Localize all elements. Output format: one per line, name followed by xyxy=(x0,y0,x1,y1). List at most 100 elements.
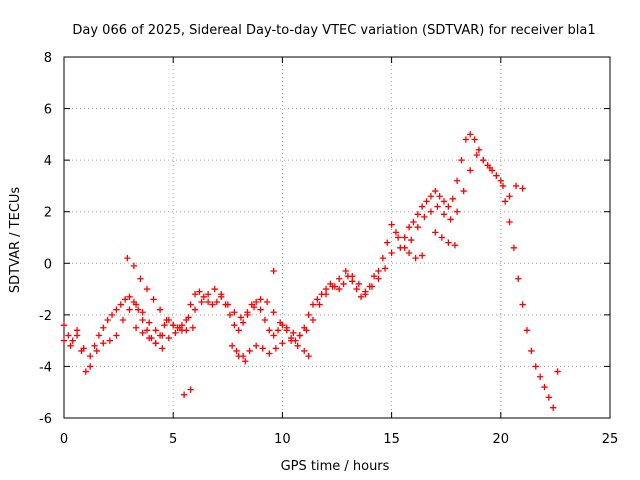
data-point xyxy=(519,185,526,192)
data-point xyxy=(414,223,422,231)
data-point xyxy=(349,272,356,280)
data-point xyxy=(414,211,422,218)
data-point xyxy=(218,291,225,298)
data-point xyxy=(200,293,207,301)
data-point xyxy=(270,332,277,339)
data-point xyxy=(512,182,520,190)
data-point xyxy=(69,337,76,344)
data-point xyxy=(242,358,249,365)
y-tick-label: -4 xyxy=(39,360,52,375)
data-point xyxy=(301,347,308,355)
data-point xyxy=(316,301,323,308)
data-point xyxy=(270,309,277,316)
data-point xyxy=(309,316,317,324)
data-point xyxy=(486,164,494,172)
data-point xyxy=(60,321,68,329)
data-point xyxy=(257,306,264,313)
data-point xyxy=(451,242,459,249)
data-point xyxy=(528,347,535,355)
data-point xyxy=(290,329,297,337)
data-point xyxy=(296,332,304,339)
data-point xyxy=(440,211,448,218)
data-point xyxy=(305,352,312,360)
data-point xyxy=(113,306,120,313)
data-point xyxy=(266,350,273,357)
data-point xyxy=(467,167,474,174)
data-point xyxy=(161,321,168,329)
data-point xyxy=(427,208,435,215)
data-point xyxy=(82,368,90,375)
data-point xyxy=(231,321,238,329)
data-point xyxy=(322,291,330,298)
x-tick-label: 15 xyxy=(383,432,400,447)
data-point xyxy=(132,301,140,308)
data-point xyxy=(126,306,133,313)
data-point xyxy=(388,221,395,228)
data-point xyxy=(342,267,349,275)
chart-title: Day 066 of 2025, Sidereal Day-to-day VTE… xyxy=(72,23,595,38)
data-point xyxy=(170,321,177,329)
data-point xyxy=(453,208,461,215)
data-point xyxy=(209,301,216,308)
series-track-c xyxy=(124,254,197,334)
data-point xyxy=(394,234,402,241)
data-point xyxy=(226,311,234,319)
data-point xyxy=(432,187,439,195)
data-point xyxy=(447,216,454,223)
data-point xyxy=(506,193,513,200)
data-point xyxy=(523,327,531,334)
data-point xyxy=(541,383,548,391)
data-point xyxy=(408,236,415,244)
data-point xyxy=(453,177,461,184)
data-point xyxy=(432,229,439,236)
data-point xyxy=(159,332,166,339)
series-track-j xyxy=(405,249,426,262)
data-point xyxy=(185,314,192,321)
data-point xyxy=(335,275,343,282)
data-point xyxy=(189,324,197,331)
data-point xyxy=(423,198,430,205)
data-point xyxy=(480,156,487,164)
data-point xyxy=(305,311,312,319)
data-point xyxy=(211,285,218,293)
x-tick-label: 25 xyxy=(602,432,619,447)
data-point xyxy=(499,182,507,190)
data-point xyxy=(434,203,441,210)
data-point xyxy=(104,316,111,324)
data-point xyxy=(405,223,413,231)
data-point xyxy=(279,340,286,347)
data-point xyxy=(401,244,408,252)
data-point xyxy=(467,131,474,138)
series-track-d xyxy=(233,340,286,360)
data-point xyxy=(277,319,284,326)
data-point xyxy=(239,319,247,326)
grid-lines xyxy=(64,57,610,418)
data-point xyxy=(204,291,212,298)
data-point xyxy=(329,283,336,290)
data-point xyxy=(67,342,74,349)
data-point xyxy=(471,136,478,143)
x-tick-label: 5 xyxy=(169,432,177,447)
series-track-e xyxy=(287,337,312,360)
x-axis-label: GPS time / hours xyxy=(281,459,390,474)
data-points xyxy=(60,131,561,411)
data-point xyxy=(357,293,365,301)
data-point xyxy=(449,195,456,203)
data-point xyxy=(237,314,245,321)
data-point xyxy=(137,275,144,282)
data-point xyxy=(139,309,146,316)
data-point xyxy=(124,254,131,262)
series-track-a xyxy=(60,131,561,411)
data-point xyxy=(506,218,513,226)
x-tick-label: 0 xyxy=(60,432,68,447)
data-point xyxy=(126,293,133,301)
data-point xyxy=(497,177,504,184)
data-point xyxy=(204,298,212,306)
data-point xyxy=(187,386,194,393)
data-point xyxy=(303,327,310,334)
data-point xyxy=(536,373,544,380)
data-point xyxy=(145,319,153,326)
data-point xyxy=(458,156,465,164)
data-point xyxy=(418,252,426,259)
